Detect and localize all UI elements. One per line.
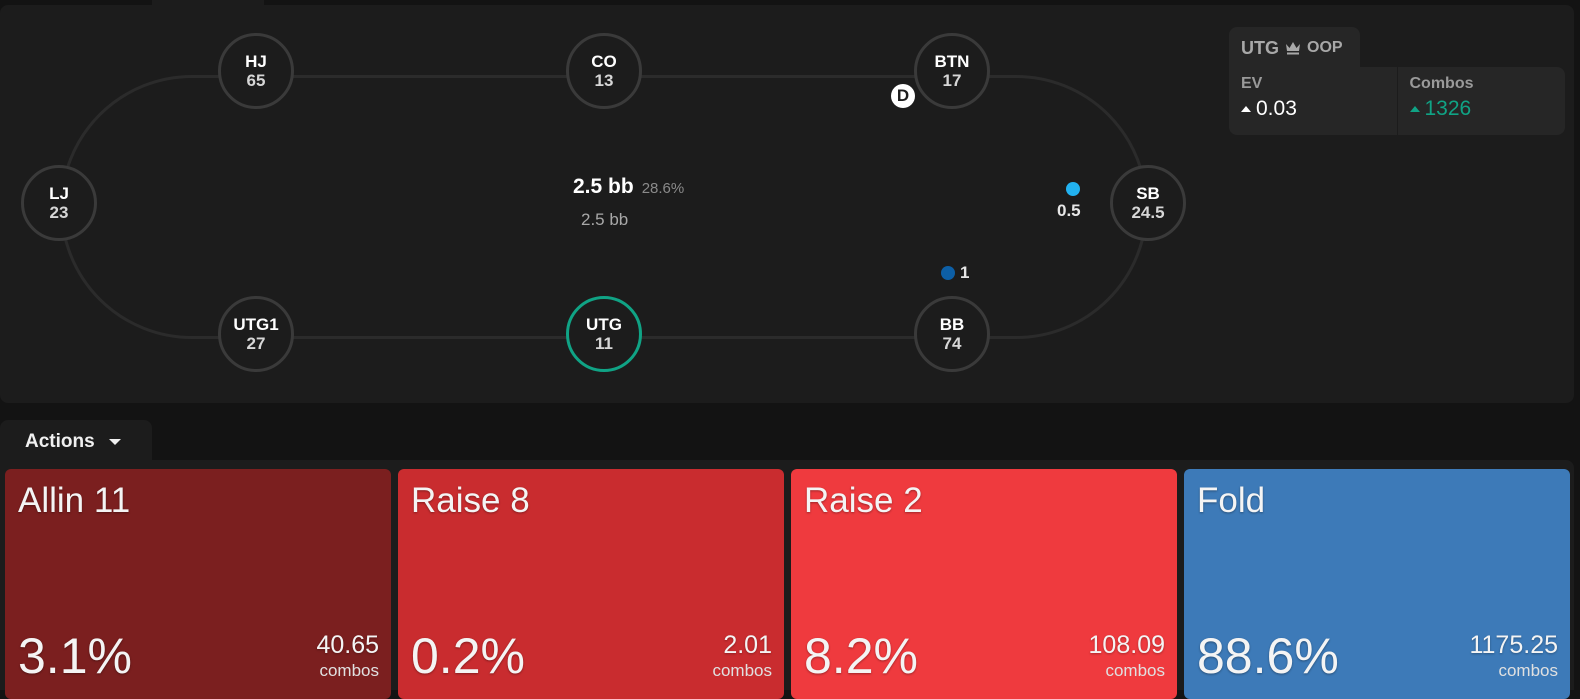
seat-stack: 11	[595, 334, 613, 353]
seat-lj[interactable]: LJ 23	[21, 165, 97, 241]
action-percent: 3.1%	[18, 628, 132, 684]
combos-count: 40.65	[316, 631, 379, 659]
seat-position: BTN	[934, 52, 970, 71]
action-name: Allin 11	[18, 481, 131, 520]
seat-hj[interactable]: HJ 65	[218, 33, 294, 109]
poker-table-panel: HJ 65 CO 13 BTN 17 LJ 23 SB 24.5 UTG1 27…	[0, 5, 1574, 403]
crown-icon	[1286, 42, 1300, 55]
sb-chip-icon	[1066, 182, 1080, 196]
pot-percent: 28.6%	[641, 180, 685, 197]
seat-position: UTG1	[233, 315, 279, 334]
pot-display: 2.5 bb 28.6%	[573, 175, 684, 199]
up-arrow-icon	[1409, 106, 1420, 112]
seat-stack: 23	[49, 203, 69, 222]
actions-panel: Allin 11 3.1% 40.65 combos Raise 8 0.2% …	[0, 460, 1574, 699]
player-stats-box: EV 0.03 Combos 1326	[1229, 67, 1565, 135]
action-card-raise-2[interactable]: Raise 2 8.2% 108.09 combos	[791, 469, 1177, 699]
pot-amount: 2.5 bb	[573, 175, 634, 198]
combos-unit: combos	[1105, 661, 1165, 680]
seat-position: UTG	[586, 315, 622, 334]
combos-unit: combos	[1498, 661, 1558, 680]
seat-stack: 74	[942, 334, 962, 353]
seat-stack: 24.5	[1131, 203, 1165, 222]
seat-position: BB	[939, 315, 965, 334]
seat-utg-active[interactable]: UTG 11	[566, 296, 642, 372]
action-percent: 88.6%	[1197, 628, 1339, 684]
ev-value: 0.03	[1256, 97, 1297, 120]
seat-utg1[interactable]: UTG1 27	[218, 296, 294, 372]
actions-dropdown[interactable]: Actions	[0, 420, 152, 464]
dealer-button-icon: D	[891, 84, 915, 108]
action-combos: 40.65 combos	[316, 631, 379, 680]
combos-unit: combos	[319, 661, 379, 680]
ev-cell: EV 0.03	[1229, 67, 1397, 135]
pot-sub-amount: 2.5 bb	[581, 210, 629, 229]
ev-value-row: 0.03	[1241, 97, 1385, 121]
seat-position: HJ	[245, 52, 267, 71]
seat-stack: 65	[246, 71, 266, 90]
seat-sb[interactable]: SB 24.5	[1110, 165, 1186, 241]
action-combos: 2.01 combos	[712, 631, 772, 680]
seat-btn[interactable]: BTN 17	[914, 33, 990, 109]
player-position: UTG	[1241, 37, 1279, 58]
action-card-allin[interactable]: Allin 11 3.1% 40.65 combos	[5, 469, 391, 699]
seat-co[interactable]: CO 13	[566, 33, 642, 109]
combos-value-row: 1326	[1409, 97, 1554, 121]
seat-stack: 17	[942, 71, 962, 90]
action-card-fold[interactable]: Fold 88.6% 1175.25 combos	[1184, 469, 1570, 699]
bb-chip-icon	[941, 266, 955, 280]
combos-cell: Combos 1326	[1396, 67, 1566, 135]
seat-position: LJ	[49, 184, 69, 203]
combos-value: 1326	[1424, 97, 1472, 120]
top-strip	[0, 0, 1580, 6]
seat-stack: 27	[246, 334, 266, 353]
action-name: Fold	[1197, 481, 1266, 520]
ev-label: EV	[1241, 75, 1263, 92]
caret-down-icon	[108, 439, 121, 445]
action-combos: 108.09 combos	[1088, 631, 1165, 680]
seat-stack: 13	[594, 71, 614, 90]
top-tab-notch	[152, 0, 264, 6]
combos-count: 108.09	[1088, 631, 1165, 659]
action-percent: 8.2%	[804, 628, 918, 684]
action-combos: 1175.25 combos	[1469, 631, 1558, 680]
combos-label: Combos	[1409, 75, 1474, 92]
bb-bet-amount: 1	[960, 263, 970, 282]
seat-position: CO	[591, 52, 617, 71]
action-name: Raise 2	[804, 481, 923, 520]
combos-count: 1175.25	[1469, 631, 1558, 659]
player-info-tab: UTG OOP	[1229, 27, 1360, 69]
actions-dropdown-label: Actions	[25, 431, 95, 452]
combos-count: 2.01	[723, 631, 772, 659]
action-card-raise-8[interactable]: Raise 8 0.2% 2.01 combos	[398, 469, 784, 699]
player-role: OOP	[1307, 39, 1343, 56]
action-name: Raise 8	[411, 481, 530, 520]
combos-unit: combos	[712, 661, 772, 680]
sb-bet-amount: 0.5	[1057, 201, 1081, 220]
seat-bb[interactable]: BB 74	[914, 296, 990, 372]
seat-position: SB	[1136, 184, 1160, 203]
up-arrow-icon	[1241, 106, 1251, 112]
action-percent: 0.2%	[411, 628, 525, 684]
